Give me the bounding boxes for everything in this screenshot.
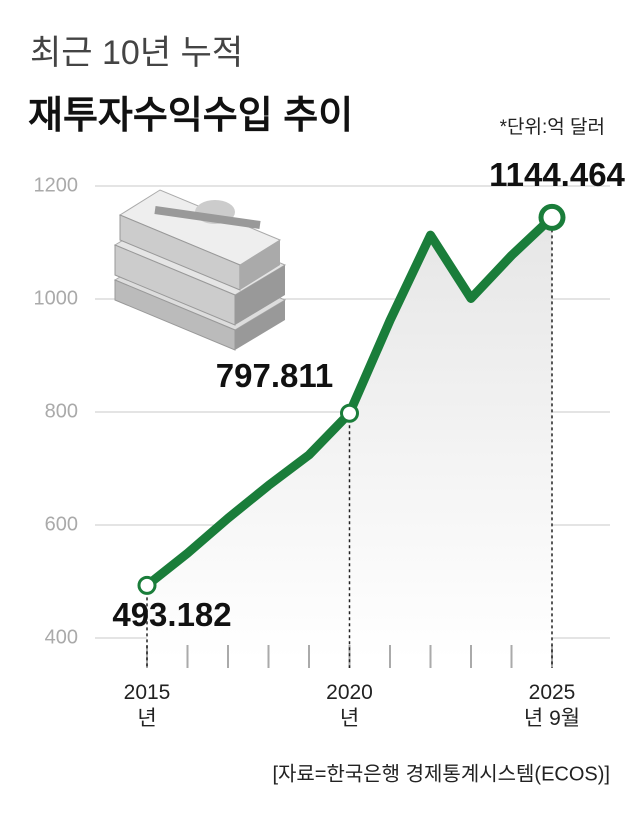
x-tick-label: 2015년: [123, 681, 171, 730]
money-icon: [113, 189, 287, 351]
value-label: 493.182: [112, 596, 231, 633]
point: [538, 203, 566, 231]
y-tick-label: 1200: [34, 174, 79, 196]
point: [137, 575, 157, 595]
y-tick-label: 400: [45, 626, 78, 648]
chart-title: 최근 10년 누적: [30, 34, 243, 72]
unit-note: *단위:억 달러: [500, 116, 605, 138]
y-tick-label: 600: [45, 513, 78, 535]
y-tick-label: 800: [45, 400, 78, 422]
chart-subtitle: 재투자수익수입 추이: [28, 95, 353, 137]
point: [340, 403, 359, 423]
y-tick-label: 1000: [34, 287, 79, 309]
source: [자료=한국은행 경제통계시스템(ECOS)]: [272, 762, 610, 785]
x-tick-label: 2025년 9월: [523, 681, 581, 730]
x-tick-label: 2020년: [326, 681, 373, 730]
value-label: 797.811: [216, 357, 333, 394]
value-label: 1144.464: [489, 156, 625, 193]
